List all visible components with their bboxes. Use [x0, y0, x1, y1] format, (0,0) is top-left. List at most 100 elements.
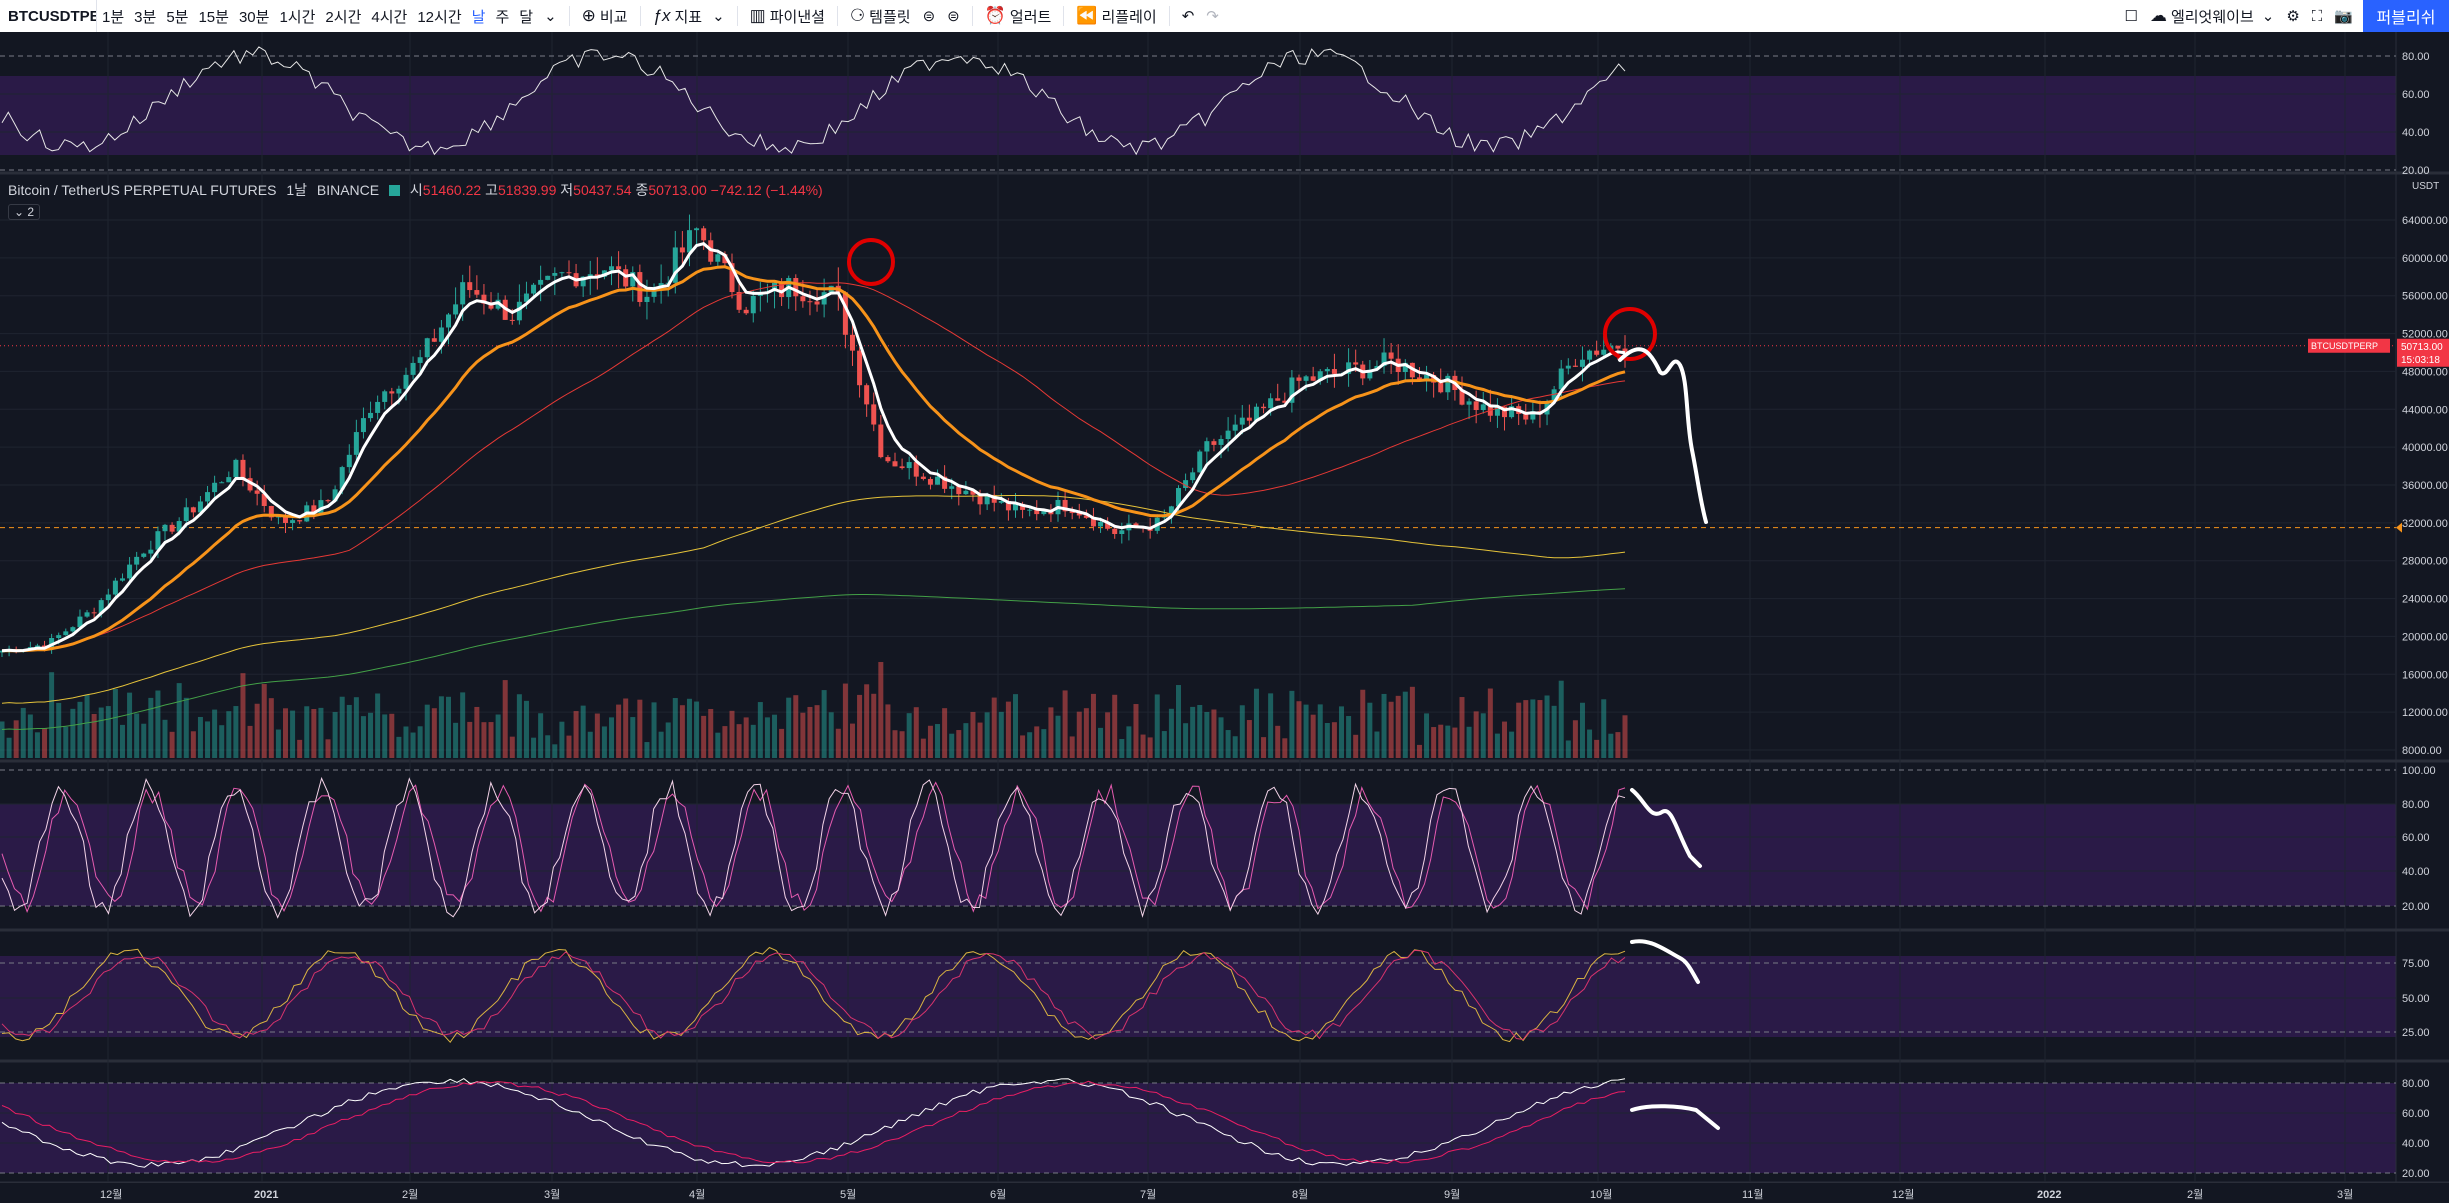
candle-body	[1310, 376, 1316, 381]
time-tick-label: 11월	[1742, 1188, 1764, 1201]
interval-3-button[interactable]: 15분	[198, 8, 229, 26]
replay-button[interactable]: ⏪ 리플레이	[1070, 0, 1162, 32]
interval-5-button[interactable]: 1시간	[279, 8, 316, 26]
candle-body	[474, 290, 480, 295]
chart-canvas[interactable]: 64000.00 60000.00 56000.00 52000.00 48000.00…	[0, 32, 2449, 1203]
toolbar-divider	[1168, 6, 1170, 26]
volume-bar	[1027, 732, 1033, 758]
volume-bar	[1615, 732, 1621, 758]
candle-body	[927, 478, 933, 485]
volume-bar	[800, 712, 806, 758]
interval-1-button[interactable]: 3분	[134, 8, 157, 26]
interval-0-button[interactable]: 1분	[102, 8, 125, 26]
alert-button[interactable]: ⏰ 얼러트	[979, 0, 1058, 32]
stoch2-forecast-drawing[interactable]	[1630, 939, 1700, 984]
volume-bar	[864, 684, 870, 758]
support-marker-icon	[2396, 522, 2402, 533]
interval-11-button[interactable]: 달	[519, 8, 534, 26]
volume-bar	[1261, 737, 1267, 758]
candle-body	[346, 454, 352, 468]
interval-8-button[interactable]: 12시간	[417, 8, 462, 26]
layout-button[interactable]: ☁ 엘리엇웨이브 ⌄	[2144, 0, 2280, 32]
rsi-tick-label: 20.00	[2402, 165, 2430, 177]
volume-bar	[1381, 693, 1387, 758]
compare-button[interactable]: ⊕ 비교	[576, 0, 634, 32]
stoch-forecast-drawing[interactable]	[1630, 788, 1702, 868]
candle-body	[282, 516, 288, 523]
interval-7-button[interactable]: 4시간	[371, 8, 408, 26]
indicators-button[interactable]: ƒx 지표 ⌄	[647, 0, 731, 32]
bar-chart-icon: ▥	[749, 6, 766, 25]
main-legend: Bitcoin / TetherUS PERPETUAL FUTURES 1날 …	[8, 180, 823, 200]
volume-bar	[261, 684, 267, 758]
candle-body	[268, 506, 274, 518]
settings-gear-icon[interactable]: ⚙	[2286, 8, 2300, 25]
financials-button[interactable]: ▥ 파이낸셜	[744, 0, 831, 32]
publish-button[interactable]: 퍼블리쉬	[2363, 0, 2449, 32]
templates-label: 템플릿	[869, 8, 911, 26]
rsi-tick-label: 40.00	[2402, 127, 2430, 139]
volume-bar	[155, 690, 161, 758]
volume-bar	[1175, 685, 1181, 758]
interval-2-button[interactable]: 5분	[166, 8, 189, 26]
volume-bar	[1282, 738, 1288, 758]
interval-6-button[interactable]: 2시간	[325, 8, 362, 26]
symbol-search-button[interactable]: BTCUSDTPERP	[0, 0, 97, 32]
candle-body	[1204, 441, 1210, 452]
select-box-icon[interactable]: ☐	[2124, 8, 2138, 25]
toolbar-right-group: ☐ ☁ 엘리엇웨이브 ⌄ ⚙ ⛶ 📷	[2119, 0, 2360, 32]
candle-body	[715, 254, 721, 262]
volume-bar	[77, 701, 83, 758]
volume-bar	[1579, 702, 1585, 758]
volume-bar	[1055, 715, 1061, 758]
toolbar-divider	[836, 6, 838, 26]
candle-body	[1296, 377, 1302, 381]
alarm-clock-icon: ⏰	[984, 6, 1006, 25]
volume-bar	[1587, 729, 1593, 758]
volume-bar	[1105, 712, 1111, 758]
interval-9-button[interactable]: 날	[471, 8, 486, 26]
candle-body	[899, 466, 905, 469]
volume-bar	[1473, 711, 1479, 758]
volume-bar	[679, 705, 685, 758]
price-tick-label: 8000.00	[2402, 745, 2442, 757]
volume-bar	[835, 728, 841, 758]
volume-bar	[708, 708, 714, 758]
open-value: 51460.22	[422, 182, 482, 198]
candle-body	[1197, 451, 1203, 473]
annotation-circle[interactable]	[847, 238, 895, 286]
template-list-icon[interactable]: ⊜	[947, 8, 960, 25]
alert-label: 얼러트	[1009, 8, 1052, 26]
volume-bar	[786, 697, 792, 758]
forecast-drawing[interactable]	[1618, 347, 1708, 524]
stoch2-tick-label: 75.00	[2402, 958, 2430, 970]
time-axis[interactable]	[0, 1183, 2449, 1203]
candle-body	[1509, 406, 1515, 418]
interval-10-button[interactable]: 주	[495, 8, 510, 26]
volume-bar	[1211, 709, 1217, 758]
volume-bar	[481, 722, 487, 758]
market-open-icon	[389, 185, 400, 196]
undo-icon[interactable]: ↶	[1181, 8, 1195, 25]
oscillator-forecast-drawing[interactable]	[1630, 1104, 1720, 1130]
interval-4-button[interactable]: 30분	[238, 8, 270, 26]
volume-bar	[849, 723, 855, 758]
camera-icon[interactable]: 📷	[2334, 8, 2353, 25]
candle-body	[609, 266, 615, 271]
candle-body	[977, 494, 983, 505]
legend-title: Bitcoin / TetherUS PERPETUAL FUTURES	[8, 182, 277, 198]
indicator-collapse-button[interactable]: ⌄ 2	[8, 204, 41, 220]
fullscreen-icon[interactable]: ⛶	[2311, 7, 2323, 25]
volume-bar	[453, 722, 459, 758]
volume-bar	[353, 697, 359, 758]
interval-dropdown-icon[interactable]: ⌄	[544, 8, 557, 25]
volume-bar	[743, 717, 749, 758]
stoch-tick-label: 60.00	[2402, 832, 2430, 844]
annotation-circle[interactable]	[1603, 307, 1657, 361]
candle-body	[906, 462, 912, 469]
template-option-icon[interactable]: ⊜	[922, 8, 936, 25]
templates-button[interactable]: ⚆ 템플릿	[844, 0, 917, 32]
redo-icon[interactable]: ↷	[1206, 8, 1219, 25]
time-tick-label: 3월	[2337, 1188, 2353, 1201]
volume-bar	[1438, 724, 1444, 758]
